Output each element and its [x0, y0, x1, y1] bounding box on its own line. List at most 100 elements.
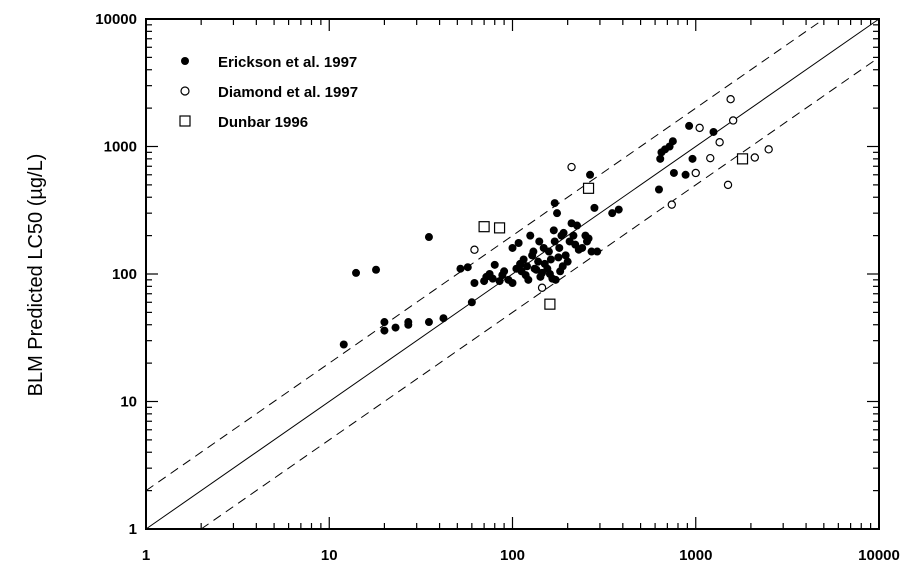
data-point-erickson [550, 199, 559, 208]
y-axis-label: BLM Predicted LC50 (µg/L) [25, 154, 47, 397]
data-point-diamond [750, 153, 759, 162]
legend-marker-erickson [181, 57, 189, 65]
data-point-erickson [681, 170, 690, 179]
plot-frame [145, 18, 880, 530]
data-point-erickson [372, 265, 381, 274]
data-point-erickson [593, 247, 602, 256]
data-point-erickson [352, 268, 361, 277]
one-to-one-line [145, 18, 880, 530]
data-point-erickson [514, 239, 523, 248]
data-point-erickson [614, 205, 623, 214]
data-point-erickson [391, 323, 400, 332]
x-tick-label: 1000 [679, 547, 712, 564]
data-point-erickson [470, 278, 479, 287]
data-point-dunbar [736, 153, 749, 165]
data-point-erickson [439, 314, 448, 323]
factor-of-two-line [145, 18, 825, 492]
data-point-erickson [519, 255, 528, 264]
data-point-erickson [523, 262, 532, 271]
legend-label-dunbar: Dunbar 1996 [218, 114, 308, 131]
data-point-erickson [669, 168, 678, 177]
data-point-erickson [586, 170, 595, 179]
x-tick-label: 1 [142, 547, 150, 564]
data-point-erickson [495, 277, 504, 286]
y-tick-label: 10000 [95, 11, 137, 28]
data-point-erickson [563, 257, 572, 266]
data-point-erickson [554, 253, 563, 262]
y-tick-label: 1000 [104, 139, 137, 156]
data-point-erickson [685, 121, 694, 130]
data-point-erickson [569, 231, 578, 240]
legend-label-erickson: Erickson et al. 1997 [218, 54, 357, 71]
reference-lines [145, 18, 880, 530]
x-tick-labels: 1 10 100 1000 10000 [142, 547, 900, 564]
data-point-erickson [608, 209, 617, 218]
data-point-diamond [706, 153, 715, 163]
y-tick-label: 1 [129, 521, 137, 538]
data-point-erickson [546, 255, 555, 264]
data-point-erickson [578, 243, 587, 252]
data-point-erickson [550, 237, 559, 246]
data-point-erickson [404, 320, 413, 329]
legend-label-diamond: Diamond et al. 1997 [218, 84, 358, 101]
data-point-erickson [573, 221, 582, 230]
data-point-diamond [695, 123, 704, 133]
data-point-erickson [534, 257, 543, 266]
data-point-erickson [456, 264, 465, 273]
data-points [339, 94, 773, 349]
data-point-erickson [590, 203, 599, 212]
data-point-diamond [728, 116, 738, 125]
factor-of-two-line [200, 56, 880, 530]
data-point-diamond [715, 138, 724, 147]
legend-marker-diamond [180, 86, 190, 96]
data-point-erickson [656, 154, 665, 163]
y-tick-labels: 1 10 100 1000 10000 [95, 11, 137, 538]
data-point-erickson [709, 127, 718, 136]
x-tick-label: 100 [500, 547, 525, 564]
data-point-erickson [668, 137, 677, 146]
y-tick-label: 10 [120, 394, 137, 411]
data-point-erickson [553, 209, 562, 218]
y-tick-label: 100 [112, 266, 137, 283]
data-point-erickson [551, 275, 560, 284]
data-point-erickson [688, 154, 697, 163]
data-point-erickson [561, 251, 570, 260]
data-point-diamond [470, 245, 479, 254]
x-tick-label: 10 [321, 547, 338, 564]
data-point-diamond [667, 200, 676, 209]
data-point-erickson [500, 267, 509, 276]
data-point-diamond [691, 168, 700, 178]
data-point-erickson [424, 233, 433, 242]
data-point-erickson [654, 185, 663, 194]
data-point-diamond [567, 162, 576, 172]
data-point-erickson [555, 243, 564, 252]
data-point-dunbar [493, 222, 506, 234]
data-point-erickson [463, 263, 472, 272]
legend-marker-dunbar [179, 115, 191, 127]
data-point-erickson [526, 231, 535, 240]
data-point-erickson [529, 247, 538, 256]
data-point-erickson [584, 234, 593, 243]
data-point-erickson [508, 243, 517, 252]
data-point-diamond [723, 180, 733, 190]
data-point-erickson [535, 237, 544, 246]
data-point-erickson [559, 228, 568, 237]
data-point-dunbar [582, 182, 595, 194]
data-point-erickson [544, 247, 553, 256]
data-point-erickson [488, 274, 497, 283]
data-point-erickson [380, 326, 389, 335]
data-point-erickson [524, 275, 533, 284]
legend: Erickson et al. 1997 Diamond et al. 1997… [179, 54, 358, 131]
data-point-diamond [726, 94, 735, 104]
x-tick-label: 10000 [858, 547, 900, 564]
data-point-erickson [424, 318, 433, 327]
data-point-dunbar [478, 221, 490, 233]
data-point-erickson [549, 226, 558, 235]
data-point-erickson [587, 247, 596, 256]
data-point-erickson [467, 298, 476, 307]
data-point-erickson [490, 260, 499, 269]
data-point-erickson [508, 278, 517, 287]
data-point-erickson [380, 318, 389, 327]
data-point-diamond [764, 145, 773, 154]
